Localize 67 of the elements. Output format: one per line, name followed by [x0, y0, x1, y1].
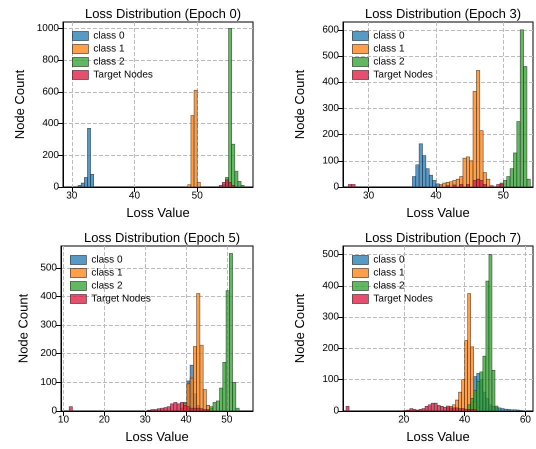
y-tick-label: 400: [40, 290, 58, 302]
legend-label: class 0: [91, 254, 123, 266]
y-tick-label: 500: [322, 50, 340, 62]
x-tick-label: 40: [459, 414, 471, 426]
legend-label: class 2: [91, 280, 123, 292]
legend-label: class 2: [373, 56, 405, 68]
legend-label: class 1: [91, 268, 123, 278]
y-tick-label: 400: [322, 76, 340, 88]
legend-label: Target Nodes: [93, 70, 153, 80]
y-tick-label: 300: [322, 102, 340, 114]
legend-label: class 1: [373, 44, 405, 54]
legend-label: class 1: [93, 44, 125, 54]
legend-label: class 0: [93, 30, 125, 42]
y-axis-title: Node Count: [292, 293, 307, 364]
x-tick-label: 30: [140, 414, 152, 426]
x-tick-label: 40: [128, 190, 140, 202]
legend-label: Target Nodes: [91, 294, 151, 304]
x-axis-title: Loss Value: [125, 428, 189, 444]
y-tick-label: 0: [53, 182, 60, 192]
y-tick-label: 600: [42, 86, 60, 98]
x-tick-label: 20: [98, 414, 110, 426]
y-tick-label: 300: [322, 312, 340, 323]
chart-title: Loss Distribution (Epoch 5): [84, 230, 240, 245]
y-tick-label: 500: [40, 262, 58, 274]
x-tick-label: 30: [66, 190, 78, 202]
y-tick-label: 800: [42, 54, 60, 66]
y-axis-title: Node Count: [12, 69, 27, 140]
x-axis-title: Loss Value: [406, 204, 470, 220]
x-tick-label: 60: [520, 414, 532, 426]
y-tick-label: 200: [322, 342, 340, 354]
y-tick-label: 600: [322, 24, 340, 36]
legend-label: class 1: [373, 268, 405, 278]
legend-label: class 0: [373, 30, 405, 42]
y-tick-label: 100: [322, 155, 340, 166]
y-tick-label: 0: [51, 406, 58, 416]
y-tick-label: 400: [42, 118, 60, 130]
y-tick-label: 500: [322, 248, 340, 260]
y-axis-title: Node Count: [15, 293, 30, 364]
y-tick-label: 200: [40, 348, 58, 360]
x-tick-label: 30: [363, 190, 375, 202]
x-axis-title: Loss Value: [406, 428, 470, 444]
y-tick-label: 200: [322, 129, 340, 140]
y-tick-label: 300: [40, 320, 58, 331]
y-tick-label: 100: [40, 376, 58, 388]
legend-label: Target Nodes: [373, 294, 433, 304]
chart-title: Loss Distribution (Epoch 3): [364, 6, 522, 21]
legend-label: class 2: [373, 280, 405, 292]
x-tick-label: 50: [192, 190, 204, 202]
y-tick-label: 100: [322, 374, 340, 386]
x-axis-title: Loss Value: [126, 204, 190, 220]
y-tick-label: 0: [333, 182, 340, 192]
y-tick-label: 400: [322, 280, 340, 292]
x-tick-label: 40: [430, 190, 442, 202]
legend-label: Target Nodes: [373, 70, 433, 80]
legend-label: class 2: [93, 56, 125, 68]
x-tick-label: 20: [398, 414, 410, 426]
chart-title: Loss Distribution (Epoch 7): [364, 230, 522, 245]
legend-label: class 0: [373, 254, 405, 266]
y-tick-label: 1000: [36, 22, 60, 34]
y-tick-label: 0: [333, 406, 340, 416]
x-tick-label: 50: [221, 414, 233, 426]
x-tick-label: 10: [58, 414, 70, 426]
x-tick-label: 50: [498, 190, 510, 202]
chart-title: Loss Distribution (Epoch 0): [84, 6, 242, 21]
y-axis-title: Node Count: [292, 69, 307, 140]
y-tick-label: 200: [42, 150, 60, 161]
x-tick-label: 40: [180, 414, 192, 426]
